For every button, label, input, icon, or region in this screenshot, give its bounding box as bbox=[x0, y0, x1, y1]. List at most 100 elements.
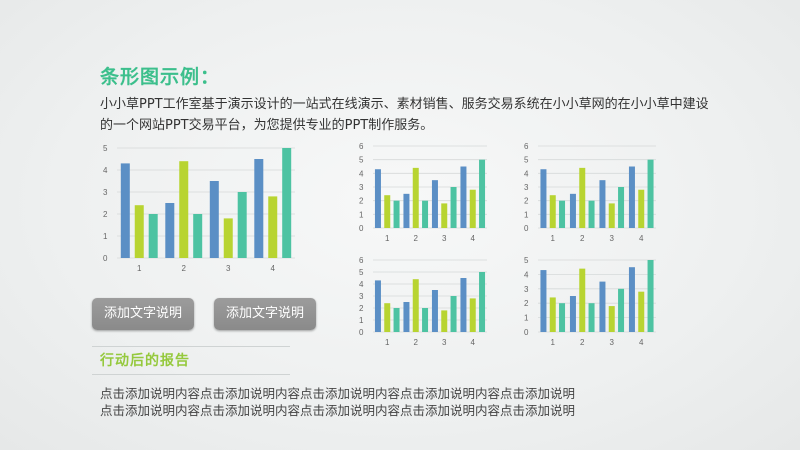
bar-chart-top-middle: 0 1 2 3 4 5 6 1 2 3 4 bbox=[355, 140, 490, 250]
bar bbox=[237, 192, 247, 258]
bar bbox=[179, 161, 189, 258]
y-tick-label: 1 bbox=[103, 232, 108, 241]
x-tick-label: 1 bbox=[137, 264, 142, 273]
add-description-button-left[interactable]: 添加文字说明 bbox=[92, 298, 194, 330]
bar bbox=[165, 203, 175, 258]
y-tick-label: 2 bbox=[524, 197, 529, 206]
bar bbox=[479, 272, 486, 332]
x-tick-label: 4 bbox=[471, 234, 476, 243]
bar bbox=[450, 187, 457, 228]
y-tick-label: 3 bbox=[524, 183, 529, 192]
bar bbox=[422, 308, 429, 332]
bar bbox=[559, 200, 566, 228]
bar bbox=[479, 159, 486, 228]
bar bbox=[209, 181, 219, 258]
y-tick-label: 1 bbox=[359, 210, 364, 219]
bar bbox=[647, 159, 654, 228]
bar bbox=[579, 167, 586, 228]
bar bbox=[268, 196, 278, 258]
y-tick-label: 4 bbox=[103, 166, 108, 175]
x-tick-label: 4 bbox=[639, 338, 644, 347]
bar bbox=[431, 290, 438, 332]
x-tick-label: 3 bbox=[442, 338, 447, 347]
bar bbox=[282, 148, 292, 258]
y-tick-label: 4 bbox=[359, 169, 364, 178]
bar bbox=[120, 163, 130, 258]
bar bbox=[608, 203, 615, 228]
bar bbox=[549, 297, 556, 332]
x-tick-label: 1 bbox=[385, 234, 390, 243]
bar bbox=[579, 268, 586, 332]
bar bbox=[628, 267, 635, 332]
bar bbox=[618, 288, 625, 332]
y-tick-label: 3 bbox=[359, 292, 364, 301]
y-tick-label: 2 bbox=[359, 304, 364, 313]
y-tick-label: 3 bbox=[524, 285, 529, 294]
bar bbox=[193, 214, 203, 258]
bar bbox=[469, 189, 476, 228]
bar bbox=[374, 280, 381, 332]
bar bbox=[638, 291, 645, 332]
bar bbox=[384, 303, 391, 332]
x-tick-label: 3 bbox=[442, 234, 447, 243]
bar bbox=[441, 203, 448, 228]
y-tick-label: 0 bbox=[103, 254, 108, 263]
x-tick-label: 3 bbox=[610, 234, 615, 243]
y-tick-label: 1 bbox=[524, 210, 529, 219]
section-divider-bottom bbox=[92, 374, 290, 375]
section-body-line-2: 点击添加说明内容点击添加说明内容点击添加说明内容点击添加说明内容点击添加说明 bbox=[100, 403, 576, 418]
y-tick-label: 0 bbox=[359, 224, 364, 233]
y-tick-label: 3 bbox=[103, 188, 108, 197]
add-description-button-right[interactable]: 添加文字说明 bbox=[214, 298, 316, 330]
x-tick-label: 2 bbox=[580, 234, 585, 243]
y-tick-label: 1 bbox=[524, 314, 529, 323]
x-tick-label: 3 bbox=[226, 264, 231, 273]
bar-chart-bottom-middle: 0 1 2 3 4 5 6 1 2 3 4 bbox=[355, 256, 490, 348]
y-tick-label: 0 bbox=[359, 328, 364, 337]
bar bbox=[393, 308, 400, 332]
section-body-line-1: 点击添加说明内容点击添加说明内容点击添加说明内容点击添加说明内容点击添加说明 bbox=[100, 386, 576, 401]
y-tick-label: 4 bbox=[359, 280, 364, 289]
bar bbox=[559, 303, 566, 332]
x-tick-label: 1 bbox=[551, 234, 556, 243]
bar bbox=[469, 298, 476, 332]
y-tick-label: 5 bbox=[359, 268, 364, 277]
bar bbox=[549, 195, 556, 228]
bar bbox=[431, 180, 438, 228]
y-tick-label: 6 bbox=[359, 142, 364, 151]
section-divider-top bbox=[92, 346, 290, 347]
bar bbox=[441, 310, 448, 332]
bar bbox=[403, 302, 410, 332]
bar-chart-bottom-right: 0 1 2 3 4 5 1 2 3 4 bbox=[520, 256, 660, 348]
bar bbox=[422, 200, 429, 228]
bar bbox=[450, 296, 457, 332]
x-tick-label: 2 bbox=[580, 338, 585, 347]
bar bbox=[588, 200, 595, 228]
bar bbox=[254, 159, 264, 258]
bar bbox=[412, 167, 419, 228]
y-tick-label: 2 bbox=[359, 197, 364, 206]
y-tick-label: 6 bbox=[359, 256, 364, 265]
x-tick-label: 1 bbox=[551, 338, 556, 347]
bar bbox=[412, 279, 419, 332]
y-tick-label: 6 bbox=[524, 142, 529, 151]
x-tick-label: 3 bbox=[610, 338, 615, 347]
y-tick-label: 1 bbox=[359, 316, 364, 325]
bar bbox=[223, 218, 233, 258]
bar bbox=[374, 169, 381, 228]
y-tick-label: 5 bbox=[524, 156, 529, 165]
y-tick-label: 2 bbox=[103, 210, 108, 219]
bar bbox=[647, 260, 654, 332]
bar bbox=[460, 278, 467, 332]
bar bbox=[460, 166, 467, 228]
y-tick-label: 5 bbox=[359, 156, 364, 165]
y-tick-label: 5 bbox=[524, 256, 529, 265]
page-subtitle: 小小草PPT工作室基于演示设计的一站式在线演示、素材销售、服务交易系统在小小草网… bbox=[100, 97, 709, 133]
bar bbox=[384, 195, 391, 228]
y-tick-label: 0 bbox=[524, 328, 529, 337]
bar bbox=[628, 166, 635, 228]
y-tick-label: 2 bbox=[524, 299, 529, 308]
y-tick-label: 0 bbox=[524, 224, 529, 233]
bar bbox=[148, 214, 158, 258]
x-tick-label: 1 bbox=[385, 338, 390, 347]
